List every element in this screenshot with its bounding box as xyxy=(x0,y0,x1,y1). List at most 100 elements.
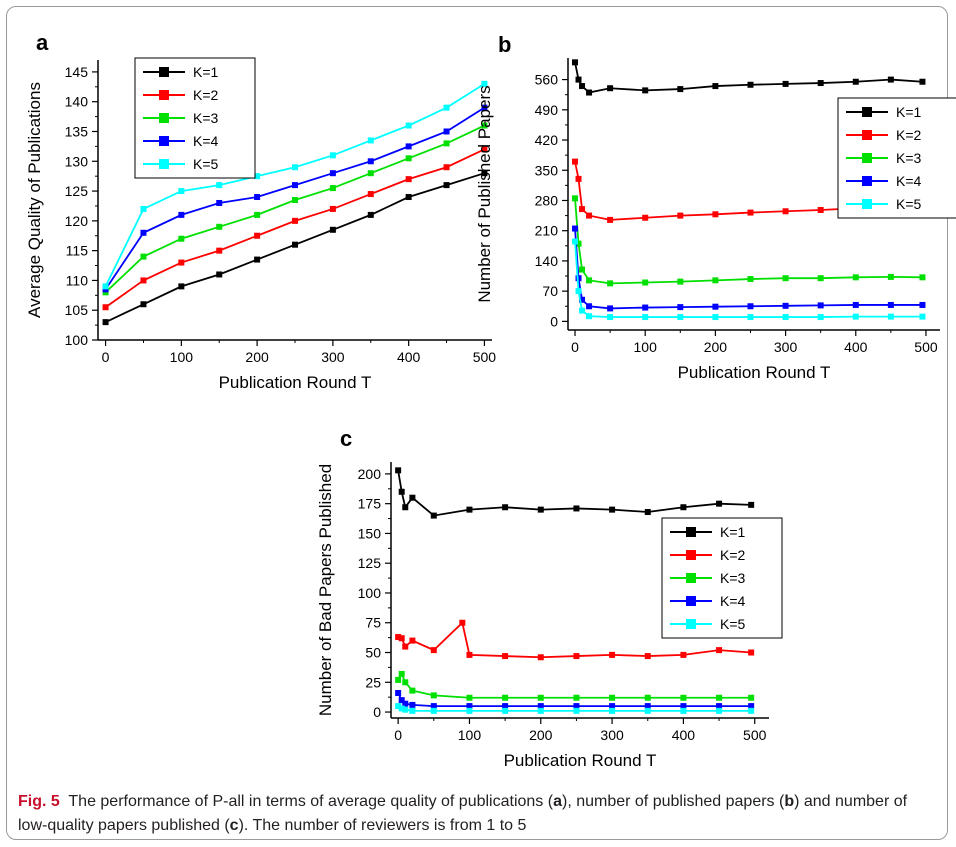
data-point xyxy=(747,276,754,283)
data-point xyxy=(502,504,509,511)
legend-swatch-marker xyxy=(862,153,872,163)
data-point xyxy=(680,703,687,710)
data-point xyxy=(292,241,298,248)
data-point xyxy=(443,164,450,171)
data-point xyxy=(919,313,926,320)
data-point xyxy=(852,274,859,281)
x-tick-label: 0 xyxy=(571,339,579,355)
data-point xyxy=(712,277,719,284)
data-point xyxy=(607,305,614,312)
legend: K=1 K=2 K=3 K=4 K=5 xyxy=(134,57,256,179)
chart-a: a 0 100 200 300 400 500 100 105 110 115 120 125 130 13… xyxy=(25,30,496,392)
data-point xyxy=(887,76,894,83)
panel-label-a: a xyxy=(36,30,49,55)
data-point xyxy=(572,195,579,202)
x-axis-title: Publication Round T xyxy=(678,363,831,382)
legend-swatch-marker xyxy=(159,136,169,146)
y-tick-label: 0 xyxy=(550,313,558,329)
data-point xyxy=(782,314,789,321)
x-tick-label: 400 xyxy=(397,349,421,365)
data-point xyxy=(644,703,651,710)
x-tick-label: 100 xyxy=(170,349,194,365)
data-point xyxy=(537,694,544,701)
data-point xyxy=(748,703,755,710)
data-point xyxy=(329,152,336,159)
y-tick-label: 115 xyxy=(66,243,89,259)
data-point xyxy=(607,314,614,321)
data-point xyxy=(430,707,437,714)
data-point xyxy=(402,679,409,686)
data-point xyxy=(466,703,473,710)
data-point xyxy=(216,223,223,230)
data-point xyxy=(817,80,824,87)
legend-swatch-marker xyxy=(686,573,696,583)
y-tick-label: 120 xyxy=(65,213,89,229)
data-point xyxy=(502,707,509,714)
y-tick-label: 145 xyxy=(65,64,89,80)
legend-label-k4: K=4 xyxy=(720,593,746,609)
y-axis-title: Number of Bad Papers Published xyxy=(316,464,335,716)
data-point xyxy=(644,694,651,701)
data-point xyxy=(716,707,723,714)
x-tick-label: 300 xyxy=(321,349,345,365)
legend-swatch-marker xyxy=(862,176,872,186)
chart-b: b 0 100 200 300 400 500 0 70 140 210 280 350 420 490 56… xyxy=(475,32,956,382)
data-point xyxy=(747,81,754,88)
y-axis-title: Average Quality of Publications xyxy=(25,82,44,318)
data-point xyxy=(216,182,223,189)
data-point xyxy=(747,303,754,310)
legend-label-k1: K=1 xyxy=(896,104,922,120)
data-point xyxy=(586,313,593,320)
y-tick-label: 100 xyxy=(65,332,89,348)
data-point xyxy=(402,700,409,707)
data-point xyxy=(502,703,509,710)
data-point xyxy=(747,209,754,216)
legend-label-k2: K=2 xyxy=(896,127,922,143)
y-tick-label: 110 xyxy=(66,272,89,288)
data-point xyxy=(919,274,926,281)
y-tick-label: 175 xyxy=(358,496,382,512)
y-tick-label: 75 xyxy=(365,615,381,631)
caption-ref-c: c xyxy=(229,817,239,834)
data-point xyxy=(919,301,926,308)
data-point xyxy=(481,146,488,153)
legend-swatch-marker xyxy=(159,90,169,100)
data-point xyxy=(367,158,374,165)
legend-label-k3: K=3 xyxy=(896,150,922,166)
data-point xyxy=(481,122,488,129)
data-point xyxy=(575,275,582,282)
data-point xyxy=(609,506,616,513)
data-point xyxy=(817,275,824,282)
data-point xyxy=(140,229,147,236)
legend-swatch-marker xyxy=(159,113,169,123)
data-point xyxy=(216,247,223,254)
data-point xyxy=(443,182,450,189)
data-point xyxy=(443,128,450,135)
data-point xyxy=(329,226,336,233)
data-point xyxy=(481,170,488,177)
y-tick-label: 100 xyxy=(358,585,382,601)
y-tick-label: 125 xyxy=(358,555,382,571)
data-point xyxy=(607,280,614,287)
legend-label-k3: K=3 xyxy=(193,110,219,126)
figure-canvas: a0 100 200 300 400 50010010511011512012513013… xyxy=(25,30,956,770)
legend-swatch-marker xyxy=(862,107,872,117)
legend-swatch-marker xyxy=(686,619,696,629)
data-point xyxy=(817,314,824,321)
data-point xyxy=(716,703,723,710)
data-point xyxy=(782,302,789,309)
data-point xyxy=(216,271,223,278)
data-point xyxy=(466,707,473,714)
data-point xyxy=(680,651,687,658)
data-point xyxy=(395,703,402,710)
legend-label-k3: K=3 xyxy=(720,570,746,586)
data-point xyxy=(712,303,719,310)
data-point xyxy=(782,208,789,215)
data-point xyxy=(644,509,651,516)
data-point xyxy=(329,205,336,212)
caption-fig-label: Fig. 5 xyxy=(18,793,60,810)
x-tick-label: 300 xyxy=(600,727,624,743)
data-point xyxy=(537,707,544,714)
y-tick-label: 560 xyxy=(535,72,559,88)
data-point xyxy=(178,259,185,266)
